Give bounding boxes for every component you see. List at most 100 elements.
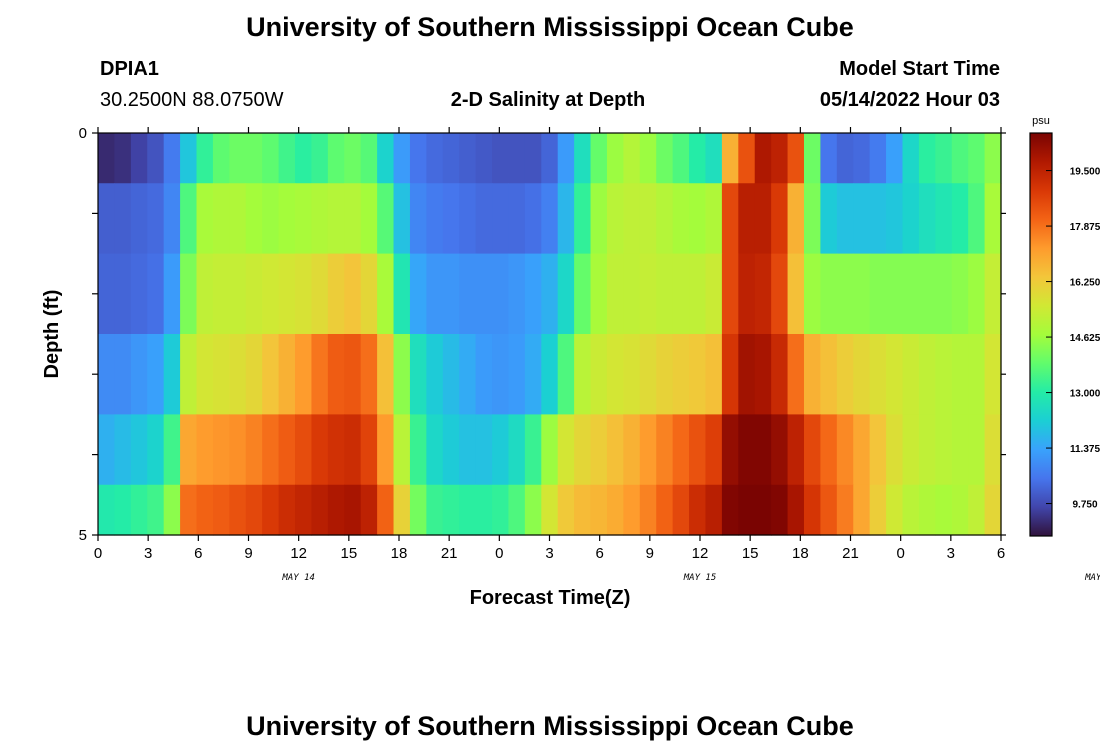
heatmap-cell xyxy=(836,253,854,335)
heatmap-cell xyxy=(163,484,181,536)
heatmap-cell xyxy=(98,253,116,335)
heatmap-cell xyxy=(311,253,329,335)
heatmap-cell xyxy=(853,484,871,536)
heatmap-cell xyxy=(147,253,165,335)
heatmap-cell xyxy=(541,334,559,415)
x-tick-label: 9 xyxy=(646,545,654,562)
heatmap-cell xyxy=(393,414,411,486)
heatmap-cell xyxy=(689,484,707,536)
heatmap-cell xyxy=(606,133,624,184)
heatmap-cell xyxy=(574,414,592,486)
heatmap-cell xyxy=(869,133,887,184)
heatmap-cell xyxy=(902,484,920,536)
heatmap-cell xyxy=(377,183,395,255)
heatmap-cell xyxy=(656,253,674,335)
x-tick-label: 18 xyxy=(391,545,408,562)
heatmap-cell xyxy=(590,183,608,255)
heatmap-cell xyxy=(738,253,756,335)
heatmap-cell xyxy=(229,484,247,536)
heatmap-cell xyxy=(689,334,707,415)
heatmap-cell xyxy=(590,484,608,536)
heatmap-cell xyxy=(672,334,690,415)
heatmap-cell xyxy=(196,253,214,335)
heatmap-cell xyxy=(771,484,789,536)
heatmap-cell xyxy=(853,133,871,184)
heatmap-cell xyxy=(968,414,986,486)
heatmap-cell xyxy=(262,414,280,486)
heatmap-cell xyxy=(656,334,674,415)
heatmap-cell xyxy=(262,253,280,335)
heatmap-cell xyxy=(442,484,460,536)
heatmap-cell xyxy=(984,334,1002,415)
heatmap-cell xyxy=(196,414,214,486)
heatmap-cell xyxy=(557,183,575,255)
heatmap-cell xyxy=(721,484,739,536)
heatmap-cell xyxy=(886,334,904,415)
heatmap-cell xyxy=(787,484,805,536)
colorbar-tick-label: 13.000 xyxy=(1070,389,1100,400)
heatmap-cell xyxy=(459,484,477,536)
heatmap-cell xyxy=(968,484,986,536)
heatmap-cell xyxy=(606,484,624,536)
heatmap-cell xyxy=(771,334,789,415)
heatmap-cell xyxy=(541,133,559,184)
heatmap-cell xyxy=(524,414,542,486)
x-tick-label: 0 xyxy=(495,545,503,562)
heatmap-cell xyxy=(574,484,592,536)
heatmap-cell xyxy=(968,183,986,255)
heatmap-cell xyxy=(229,133,247,184)
heatmap-cell xyxy=(754,183,772,255)
heatmap-cell xyxy=(492,253,510,335)
heatmap-cell xyxy=(557,484,575,536)
heatmap-cell xyxy=(508,183,526,255)
heatmap-cell xyxy=(672,253,690,335)
y-axis-label: Depth (ft) xyxy=(41,290,63,379)
heatmap-cell xyxy=(130,253,148,335)
heatmap-cell xyxy=(803,253,821,335)
heatmap-cell xyxy=(705,183,723,255)
heatmap-cell xyxy=(524,183,542,255)
heatmap-cell xyxy=(442,334,460,415)
heatmap-cell xyxy=(327,183,345,255)
heatmap-cell xyxy=(508,133,526,184)
heatmap-cell xyxy=(212,253,230,335)
heatmap-cell xyxy=(262,484,280,536)
heatmap-cell xyxy=(886,183,904,255)
heatmap-cell xyxy=(114,133,132,184)
heatmap-cell xyxy=(196,334,214,415)
heatmap-cell xyxy=(721,183,739,255)
heatmap-cell xyxy=(360,253,378,335)
heatmap-cell xyxy=(295,133,313,184)
heatmap-cell xyxy=(869,334,887,415)
x-tick-label: 0 xyxy=(896,545,904,562)
x-tick-label: 6 xyxy=(997,545,1005,562)
heatmap-cell xyxy=(951,133,969,184)
heatmap-cell xyxy=(524,334,542,415)
heatmap-cell xyxy=(377,133,395,184)
y-tick-label: 0 xyxy=(79,125,87,142)
heatmap-cell xyxy=(524,133,542,184)
x-tick-label: 12 xyxy=(290,545,307,562)
heatmap-cell xyxy=(951,334,969,415)
heatmap-cell xyxy=(163,334,181,415)
heatmap-cell xyxy=(393,183,411,255)
heatmap-cell xyxy=(377,253,395,335)
heatmap-cell xyxy=(409,253,427,335)
heatmap-cell xyxy=(114,334,132,415)
heatmap-cell xyxy=(475,253,493,335)
heatmap-cell xyxy=(130,183,148,255)
heatmap-cell xyxy=(721,414,739,486)
heatmap-cell xyxy=(951,183,969,255)
heatmap-cell xyxy=(902,414,920,486)
heatmap-cell xyxy=(377,334,395,415)
heatmap-cell xyxy=(344,414,362,486)
heatmap-cell xyxy=(902,334,920,415)
heatmap-cells xyxy=(98,133,1002,536)
heatmap-cell xyxy=(738,183,756,255)
heatmap-cell xyxy=(409,133,427,184)
model-start-value: 05/14/2022 Hour 03 xyxy=(820,89,1000,111)
heatmap-cell xyxy=(771,414,789,486)
heatmap-cell xyxy=(869,253,887,335)
heatmap-cell xyxy=(492,334,510,415)
heatmap-cell xyxy=(492,414,510,486)
